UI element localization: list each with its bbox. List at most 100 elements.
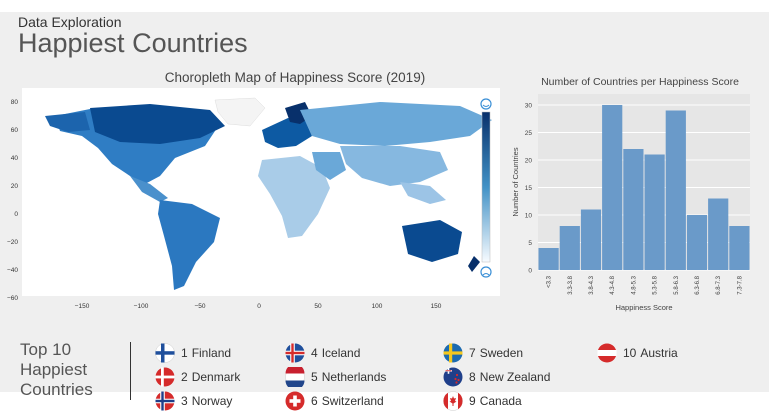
map-y-axis: 80 60 40 20 0 −20 −40 −60 xyxy=(7,99,18,302)
asia-south xyxy=(340,146,448,186)
histogram-x-axis-label: Happiness Score xyxy=(615,303,672,312)
histogram-x-tick-label: 3.8-4.3 xyxy=(589,275,595,294)
histogram-y-axis-label: Number of Countries xyxy=(511,147,520,216)
histogram-x-tick-label: 7.3-7.8 xyxy=(737,275,743,294)
histogram-y-tick-label: 25 xyxy=(525,130,533,137)
australia xyxy=(402,220,462,262)
histogram-y-tick-label: 15 xyxy=(525,185,533,192)
map-x-tick-label: 150 xyxy=(431,303,442,310)
denmark-flag-icon xyxy=(155,367,175,387)
map-y-tick-label: −20 xyxy=(7,239,18,246)
map-countries xyxy=(45,97,492,290)
middle-east xyxy=(312,152,346,180)
top10-label: Top 10 Happiest Countries xyxy=(20,340,93,399)
country-rank: 8 xyxy=(469,370,476,384)
europe xyxy=(262,118,312,148)
histogram-bar xyxy=(686,215,708,270)
southeast-asia xyxy=(400,182,446,204)
histogram-chart: 0 5 10 15 20 25 30 <3.3 3.3-3.8 3.8-4.3 4.3-4.8 4.8… xyxy=(506,86,768,314)
country-rank: 4 xyxy=(311,346,318,360)
central-america xyxy=(130,176,168,202)
netherlands-flag-icon xyxy=(285,367,305,387)
histogram-bar xyxy=(538,248,559,270)
histogram-bar xyxy=(580,209,602,270)
country-name: Iceland xyxy=(321,346,361,360)
histogram-x-tick-label: <3.3 xyxy=(547,275,553,288)
map-x-tick-label: −50 xyxy=(194,303,205,310)
alaska xyxy=(45,112,90,132)
map-x-tick-label: 100 xyxy=(372,303,383,310)
map-y-tick-label: −40 xyxy=(7,267,18,274)
switzerland-flag-icon xyxy=(285,391,305,411)
finland-flag-icon xyxy=(155,343,175,363)
map-x-tick-label: 50 xyxy=(314,303,322,310)
top10-country-item: 10 Austria xyxy=(597,343,678,363)
country-rank: 10 xyxy=(623,346,637,360)
map-y-tick-label: 80 xyxy=(11,99,19,106)
top10-country-item: 8 New Zealand xyxy=(443,367,550,387)
map-y-tick-label: 60 xyxy=(11,127,19,134)
map-x-tick-label: 0 xyxy=(257,303,261,310)
country-name: Denmark xyxy=(191,370,241,384)
histogram-bar xyxy=(623,149,644,270)
country-name: New Zealand xyxy=(479,370,551,384)
histogram-x-tick-label: 6.8-7.3 xyxy=(716,275,722,294)
country-rank: 7 xyxy=(469,346,476,360)
histogram-x-tick-label: 4.8-5.3 xyxy=(631,275,637,294)
south-america xyxy=(158,200,220,290)
map-x-tick-label: −100 xyxy=(134,303,149,310)
country-name: Switzerland xyxy=(321,394,384,408)
austria-flag-icon xyxy=(597,343,617,363)
iceland-flag-icon xyxy=(285,343,305,363)
top10-country-item: 1 Finland xyxy=(155,343,231,363)
histogram-bar xyxy=(665,110,686,270)
map-title: Choropleth Map of Happiness Score (2019) xyxy=(164,70,426,85)
top10-country-item: 2 Denmark xyxy=(155,367,240,387)
map-y-tick-label: 40 xyxy=(11,155,19,162)
histogram-bar xyxy=(644,154,665,270)
histogram-bar xyxy=(602,105,623,270)
africa xyxy=(258,156,330,238)
histogram-x-tick-label: 5.3-5.8 xyxy=(653,275,659,294)
histogram-y-tick-label: 30 xyxy=(525,103,533,110)
russia-asia xyxy=(300,102,492,146)
top10-country-item: 3 Norway xyxy=(155,391,232,411)
top10-country-item: 9 Canada xyxy=(443,391,522,411)
histogram-y-tick-label: 10 xyxy=(525,213,533,220)
map-colorbar xyxy=(481,111,491,263)
country-name: Netherlands xyxy=(321,370,387,384)
happy-face-icon xyxy=(480,98,492,110)
new-zealand-flag-icon xyxy=(443,367,463,387)
country-rank: 5 xyxy=(311,370,318,384)
histogram-y-tick-label: 5 xyxy=(528,240,532,247)
country-name: Finland xyxy=(191,346,232,360)
top10-country-item: 4 Iceland xyxy=(285,343,360,363)
top10-divider xyxy=(130,342,131,400)
map-x-tick-label: −150 xyxy=(75,303,90,310)
country-name: Sweden xyxy=(479,346,524,360)
country-rank: 6 xyxy=(311,394,318,408)
histogram-bar xyxy=(559,226,580,270)
page-title: Happiest Countries xyxy=(18,28,248,58)
histogram-title: Number of Countries per Happiness Score xyxy=(541,76,739,88)
map-y-tick-label: 0 xyxy=(14,211,18,218)
map-y-tick-label: 20 xyxy=(11,183,19,190)
sad-face-icon xyxy=(480,266,492,278)
country-name: Canada xyxy=(479,394,522,408)
new-zealand xyxy=(468,256,480,272)
histogram-x-tick-label: 5.8-6.3 xyxy=(674,275,680,294)
page-kicker: Data Exploration xyxy=(18,14,122,30)
greenland xyxy=(214,97,266,127)
histogram-bar xyxy=(729,226,750,270)
histogram-x-tick-label: 6.3-6.8 xyxy=(695,275,701,294)
country-rank: 1 xyxy=(181,346,188,360)
histogram-y-tick-label: 20 xyxy=(525,158,533,165)
histogram-x-tick-label: 3.3-3.8 xyxy=(568,275,574,294)
country-name: Norway xyxy=(191,394,233,408)
choropleth-map[interactable]: 80 60 40 20 0 −20 −40 −60 −150 −100 −50 0 50 100 150 xyxy=(0,86,500,314)
histogram-bar xyxy=(708,198,729,270)
map-x-axis: −150 −100 −50 0 50 100 150 xyxy=(75,303,442,310)
country-rank: 2 xyxy=(181,370,188,384)
country-name: Austria xyxy=(640,346,678,360)
histogram-x-tick-label: 4.3-4.8 xyxy=(610,275,616,294)
